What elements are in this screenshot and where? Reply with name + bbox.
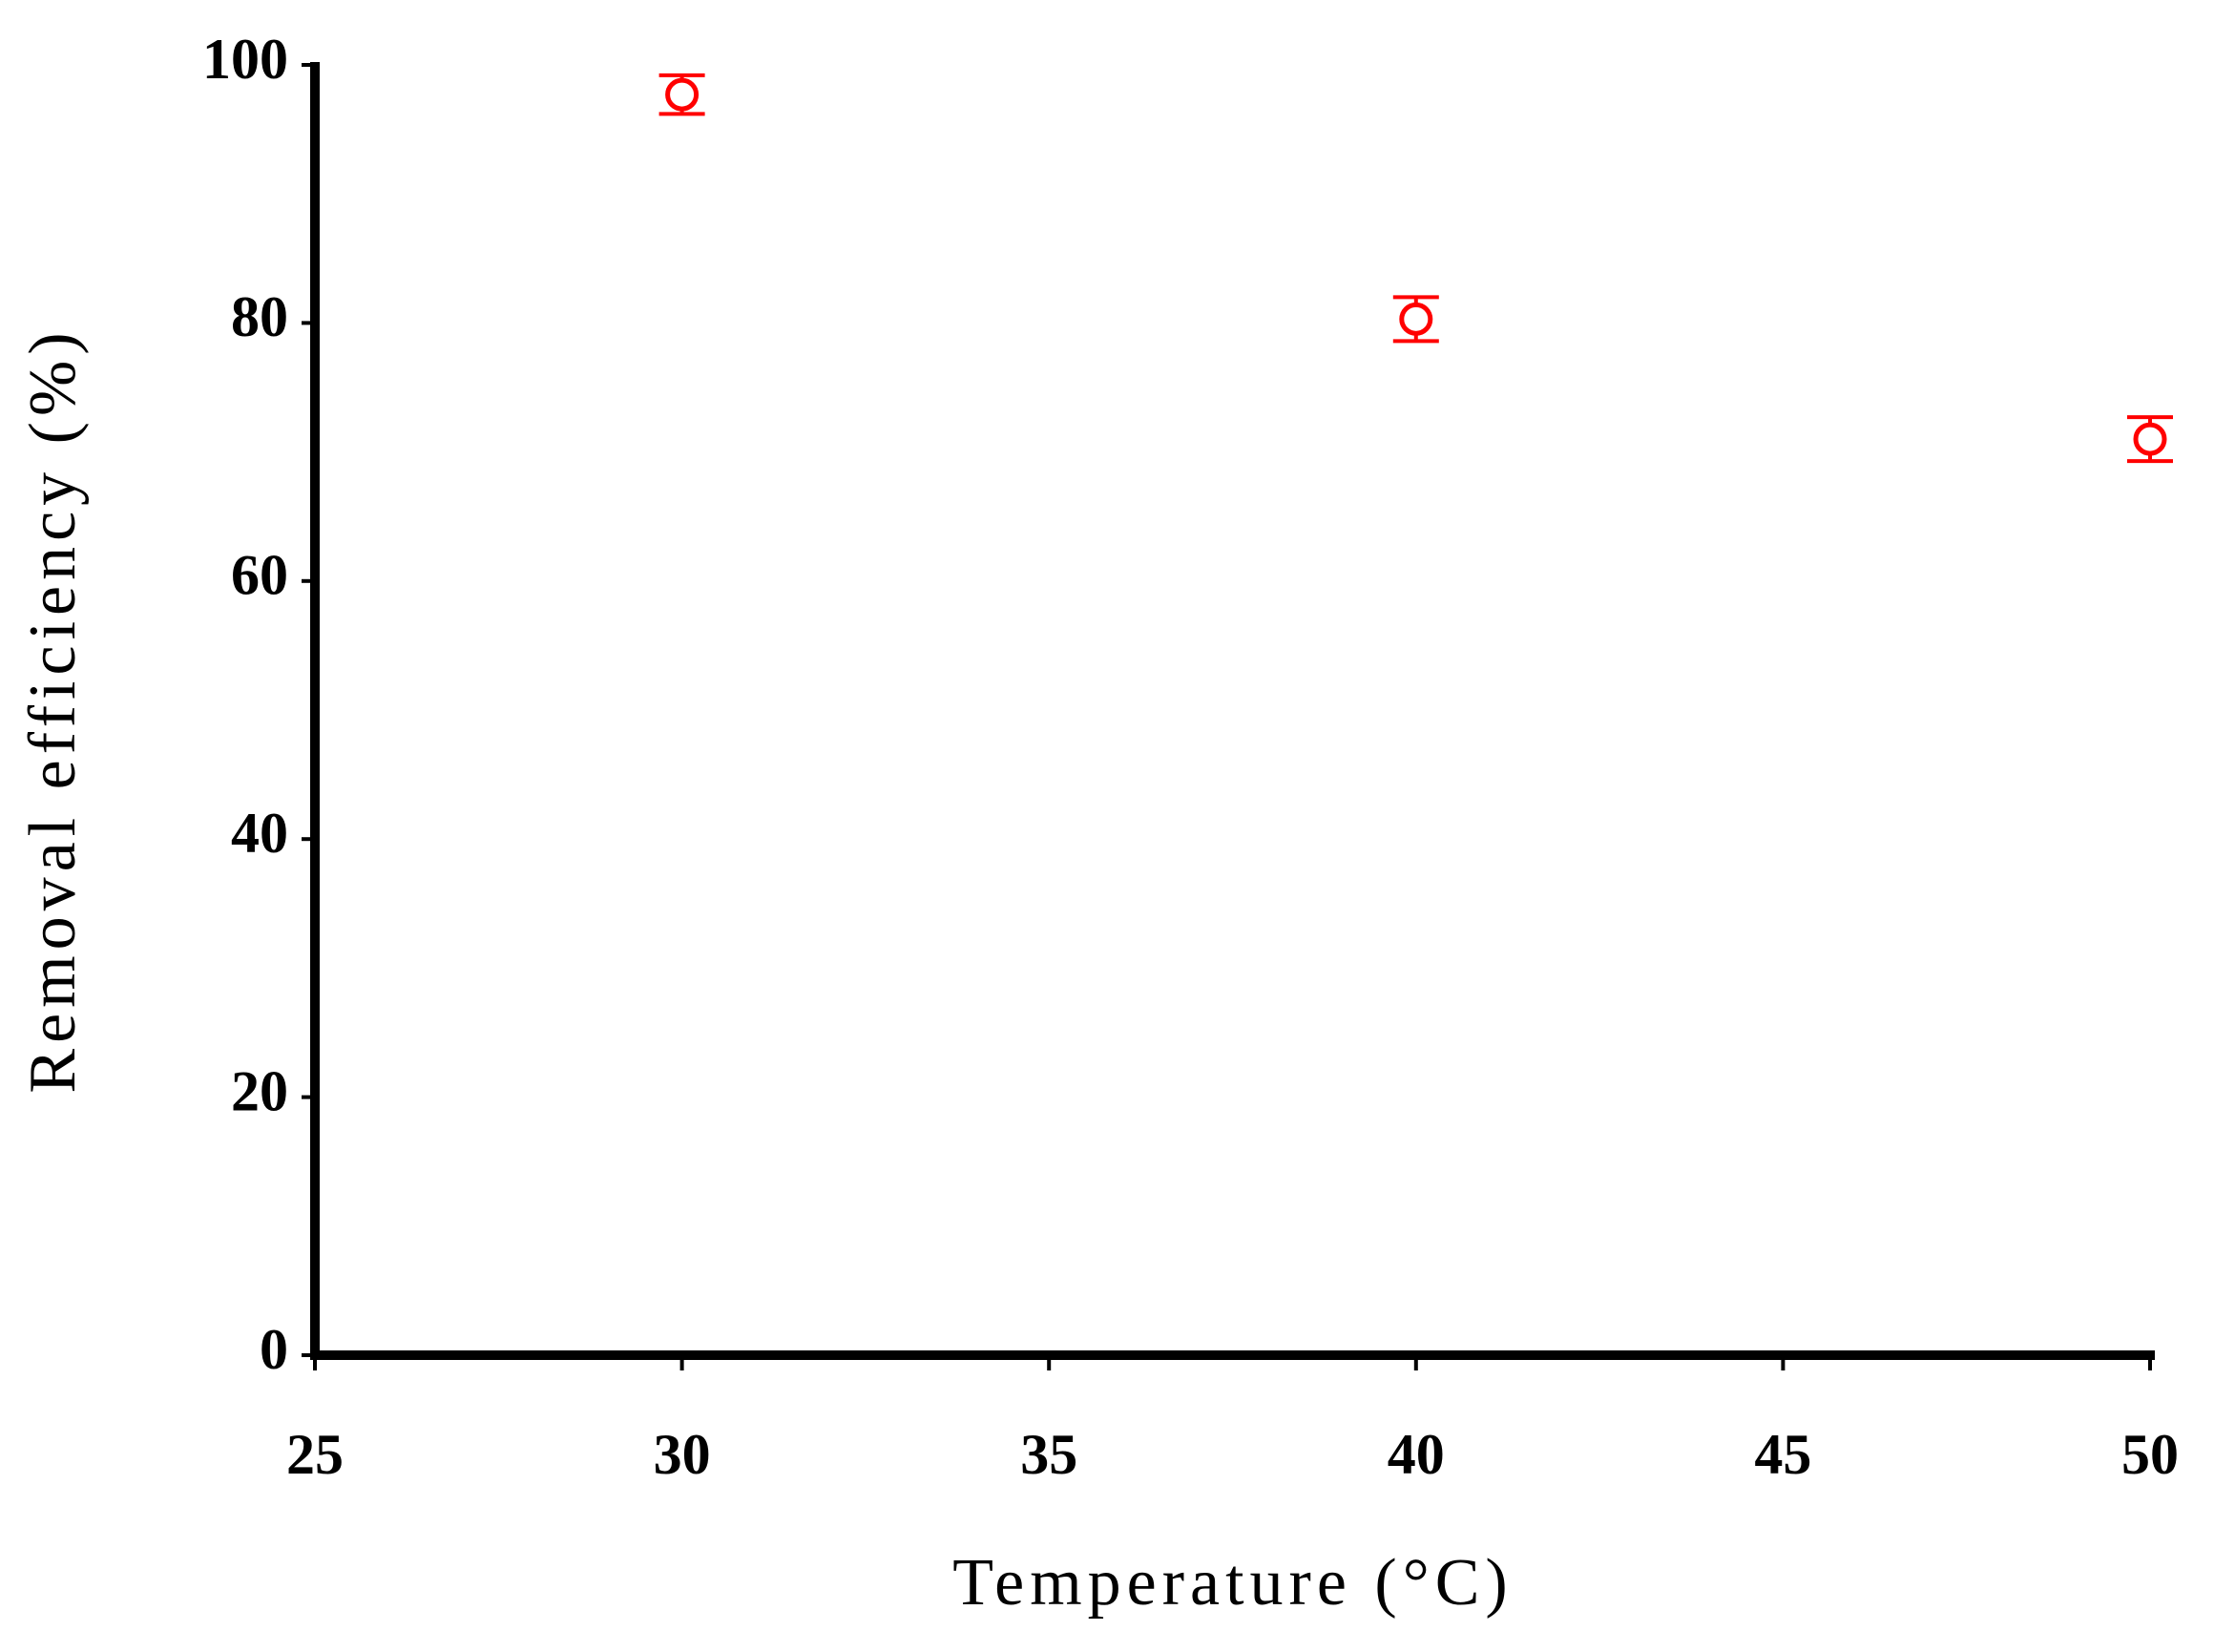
y-axis-title: Removal efficiency (%) <box>16 326 90 1093</box>
y-tick-label: 60 <box>231 544 288 607</box>
x-tick-label: 50 <box>2121 1423 2179 1486</box>
y-tick-label: 20 <box>231 1059 288 1122</box>
point <box>665 77 700 112</box>
point <box>1399 302 1433 336</box>
y-tick-label: 40 <box>231 802 288 865</box>
x-tick-label: 45 <box>1754 1423 1811 1486</box>
x-axis-title: Temperature (°C) <box>952 1546 1513 1620</box>
x-tick-label: 40 <box>1388 1423 1445 1486</box>
x-tick-label: 30 <box>654 1423 711 1486</box>
x-tick-label: 25 <box>286 1423 344 1486</box>
y-tick-label: 100 <box>202 28 288 91</box>
y-tick-label: 0 <box>260 1318 288 1381</box>
point <box>2133 422 2167 456</box>
y-tick-label: 80 <box>231 285 288 348</box>
x-tick-label: 35 <box>1020 1423 1077 1486</box>
